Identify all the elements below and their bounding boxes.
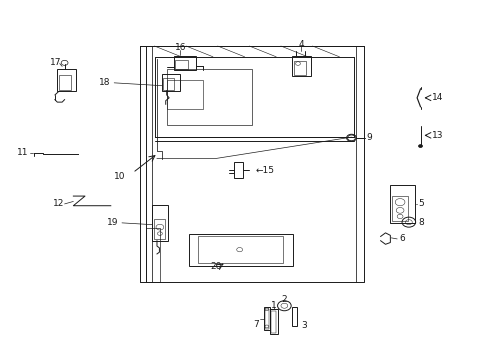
Text: 8: 8	[418, 218, 424, 227]
Bar	[291, 307, 297, 326]
Text: 17: 17	[50, 58, 61, 67]
Text: 18: 18	[99, 78, 111, 87]
Bar	[166, 80, 203, 109]
Bar	[293, 61, 305, 75]
Bar	[175, 60, 187, 68]
Bar	[391, 196, 407, 221]
Bar	[389, 185, 414, 223]
Text: 6: 6	[398, 234, 404, 243]
Text: 2: 2	[281, 295, 286, 304]
Text: 3: 3	[300, 321, 306, 330]
Bar	[162, 73, 180, 91]
Text: 19: 19	[106, 219, 118, 228]
Text: 1: 1	[270, 301, 276, 310]
Bar	[291, 56, 310, 76]
Text: 16: 16	[174, 43, 186, 52]
Text: 12: 12	[53, 199, 64, 208]
Bar	[198, 236, 283, 263]
Text: 13: 13	[431, 131, 442, 140]
Text: 4: 4	[298, 40, 304, 49]
Bar	[166, 69, 251, 125]
Bar	[163, 78, 174, 90]
Text: 14: 14	[431, 93, 442, 102]
Circle shape	[418, 145, 422, 148]
Bar	[146, 228, 160, 282]
Text: 5: 5	[418, 199, 424, 208]
Text: 20: 20	[210, 262, 221, 271]
Bar	[264, 309, 268, 329]
Bar	[174, 57, 196, 70]
Bar	[59, 75, 71, 90]
Text: 9: 9	[366, 133, 371, 142]
Bar	[233, 162, 242, 178]
Text: ←15: ←15	[255, 166, 274, 175]
Text: 11: 11	[17, 148, 28, 157]
Bar	[188, 234, 292, 266]
Bar	[152, 205, 167, 241]
Text: 10: 10	[114, 172, 125, 181]
Bar	[154, 219, 164, 239]
Bar	[264, 307, 269, 330]
Bar	[270, 309, 277, 334]
Bar	[271, 311, 276, 333]
Text: 7: 7	[253, 320, 259, 329]
Bar	[57, 69, 76, 91]
